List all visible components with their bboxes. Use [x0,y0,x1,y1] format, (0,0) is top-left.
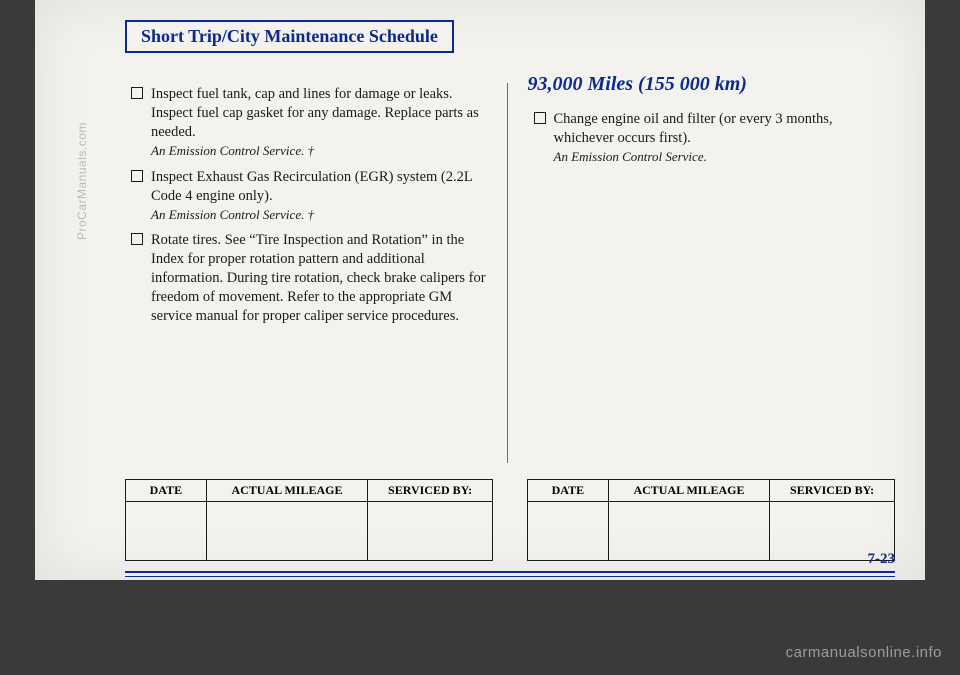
content-columns: Inspect fuel tank, cap and lines for dam… [125,73,895,473]
table-row [126,502,493,561]
cell [126,502,207,561]
checkbox-icon [534,112,546,124]
left-table-wrap: DATE ACTUAL MILEAGE SERVICED BY: [125,473,493,561]
cell [206,502,367,561]
col-mileage: ACTUAL MILEAGE [206,480,367,502]
task-text: Inspect fuel tank, cap and lines for dam… [151,86,479,140]
cell [368,502,493,561]
checkbox-icon [131,170,143,182]
col-date: DATE [528,480,609,502]
col-mileage: ACTUAL MILEAGE [608,480,769,502]
table-header-row: DATE ACTUAL MILEAGE SERVICED BY: [126,480,493,502]
left-task-list: Inspect fuel tank, cap and lines for dam… [125,85,493,327]
task-item: Change engine oil and filter (or every 3… [534,110,896,167]
cell [608,502,769,561]
task-item: Inspect Exhaust Gas Recirculation (EGR) … [131,168,493,225]
left-column: Inspect fuel tank, cap and lines for dam… [125,73,507,473]
page-number: 7-23 [868,551,896,568]
right-table-wrap: DATE ACTUAL MILEAGE SERVICED BY: [527,473,895,561]
mileage-heading: 93,000 Miles (155 000 km) [528,73,896,96]
watermark-side: ProCarManuals.com [75,122,89,240]
task-text: Change engine oil and filter (or every 3… [554,111,833,146]
service-record-table: DATE ACTUAL MILEAGE SERVICED BY: [125,479,493,561]
col-date: DATE [126,480,207,502]
task-item: Inspect fuel tank, cap and lines for dam… [131,85,493,162]
manual-page: Short Trip/City Maintenance Schedule Ins… [35,0,925,580]
task-text: Inspect Exhaust Gas Recirculation (EGR) … [151,169,472,204]
task-text: Rotate tires. See “Tire Inspection and R… [151,232,486,325]
task-note: An Emission Control Service. † [151,207,314,222]
footer-rule [125,571,895,577]
schedule-title: Short Trip/City Maintenance Schedule [125,20,454,53]
table-header-row: DATE ACTUAL MILEAGE SERVICED BY: [528,480,895,502]
cell [528,502,609,561]
watermark-bottom: carmanualsonline.info [786,644,942,661]
checkbox-icon [131,233,143,245]
checkbox-icon [131,87,143,99]
service-record-table: DATE ACTUAL MILEAGE SERVICED BY: [527,479,895,561]
task-item: Rotate tires. See “Tire Inspection and R… [131,231,493,327]
right-column: 93,000 Miles (155 000 km) Change engine … [508,73,896,473]
task-note: An Emission Control Service. [554,149,707,164]
table-row [528,502,895,561]
col-serviced-by: SERVICED BY: [770,480,895,502]
task-note: An Emission Control Service. † [151,143,314,158]
col-serviced-by: SERVICED BY: [368,480,493,502]
right-task-list: Change engine oil and filter (or every 3… [528,110,896,167]
service-tables-row: DATE ACTUAL MILEAGE SERVICED BY: DATE AC… [125,473,895,561]
